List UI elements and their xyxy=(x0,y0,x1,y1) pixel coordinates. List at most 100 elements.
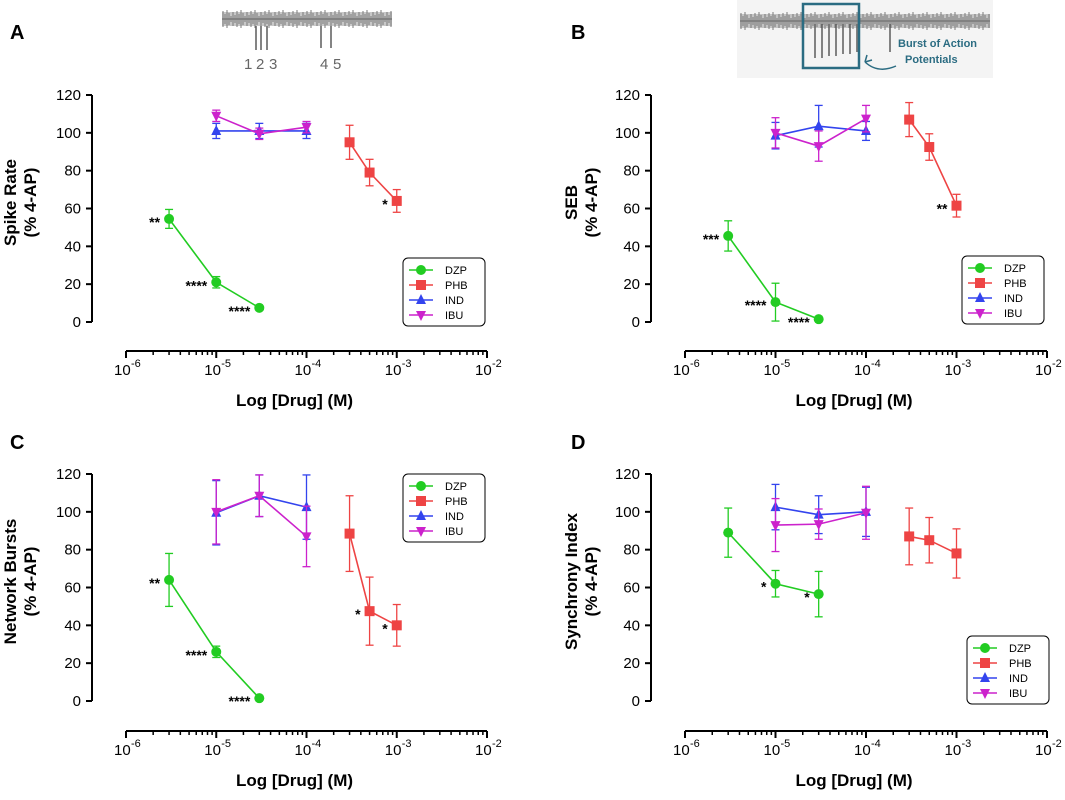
data-point-square xyxy=(364,167,375,178)
data-point-square xyxy=(416,496,426,506)
x-tick-exponent: -4 xyxy=(312,358,322,370)
data-point-square xyxy=(416,280,426,290)
y-tick-label: 40 xyxy=(64,617,81,634)
x-axis-title: Log [Drug] (M) xyxy=(795,771,912,790)
data-point-triangle-down xyxy=(861,114,871,125)
significance-label: *** xyxy=(703,231,720,247)
x-tick-label: 10 xyxy=(1035,362,1052,379)
series-ibu xyxy=(770,485,871,553)
x-tick-label: 10 xyxy=(1035,742,1052,759)
data-point-circle xyxy=(723,230,734,241)
data-point-square xyxy=(344,137,355,148)
data-point-circle xyxy=(416,481,426,491)
y-tick-label: 20 xyxy=(623,276,640,293)
legend-label-ind: IND xyxy=(445,511,464,523)
legend-label-ibu: IBU xyxy=(445,310,463,322)
x-tick-exponent: -5 xyxy=(221,358,231,370)
x-tick-label: 10 xyxy=(945,362,962,379)
data-point-circle xyxy=(211,277,222,288)
data-point-triangle-down xyxy=(211,111,222,122)
legend-box xyxy=(402,473,486,543)
event-label-2: 2 xyxy=(256,56,264,73)
y-tick-label: 40 xyxy=(623,617,640,634)
y-tick-label: 80 xyxy=(64,542,81,559)
data-point-square xyxy=(975,278,985,288)
legend-label-ibu: IBU xyxy=(1004,308,1022,320)
x-tick-label: 10 xyxy=(673,362,690,379)
data-point-square xyxy=(980,658,990,668)
significance-label: **** xyxy=(788,314,810,330)
data-point-square xyxy=(364,606,375,617)
significance-label: **** xyxy=(229,303,251,319)
data-point-circle xyxy=(980,643,990,653)
y-tick-label: 20 xyxy=(623,655,640,672)
legend-label-ibu: IBU xyxy=(445,526,463,538)
data-point-square xyxy=(904,114,915,125)
x-axis-title: Log [Drug] (M) xyxy=(795,391,912,410)
series-phb xyxy=(904,507,962,579)
x-axis-title: Log [Drug] (M) xyxy=(236,391,353,410)
significance-label: ** xyxy=(937,201,948,217)
data-point-square xyxy=(951,548,962,559)
legend-label-dzp: DZP xyxy=(1004,263,1026,275)
series-dzp xyxy=(164,552,265,704)
data-point-triangle-up xyxy=(975,292,985,302)
data-point-triangle-down xyxy=(813,520,824,531)
series-line xyxy=(908,119,958,206)
data-point-triangle-down xyxy=(770,128,781,139)
y-tick-label: 60 xyxy=(623,201,640,218)
trace-noise xyxy=(740,12,990,30)
x-tick-exponent: -3 xyxy=(962,738,972,750)
data-point-square xyxy=(904,531,915,542)
data-point-circle xyxy=(254,693,265,704)
data-point-square xyxy=(924,142,935,153)
data-point-circle xyxy=(164,574,175,585)
y-tick-label: 60 xyxy=(623,580,640,597)
y-tick-label: 0 xyxy=(73,693,81,710)
series-ibu xyxy=(211,474,312,568)
y-tick-label: 100 xyxy=(615,504,640,521)
x-tick-label: 10 xyxy=(764,742,781,759)
legend-label-phb: PHB xyxy=(445,280,468,292)
legend-box xyxy=(966,635,1050,705)
x-tick-exponent: -4 xyxy=(871,358,881,370)
legend-label-phb: PHB xyxy=(1004,278,1027,290)
x-tick-label: 10 xyxy=(295,362,312,379)
significance-label: * xyxy=(355,606,361,622)
x-tick-exponent: -5 xyxy=(781,358,791,370)
y-tick-label: 40 xyxy=(623,238,640,255)
y-tick-label: 120 xyxy=(56,466,81,483)
significance-label: * xyxy=(761,579,767,595)
spike-markers xyxy=(255,26,332,50)
x-tick-exponent: -2 xyxy=(492,358,502,370)
significance-label: **** xyxy=(745,297,767,313)
data-point-triangle-down xyxy=(301,532,312,543)
data-point-circle xyxy=(211,646,222,657)
y-tick-label: 120 xyxy=(56,87,81,104)
data-point-triangle-down xyxy=(301,123,312,134)
y-tick-label: 80 xyxy=(623,163,640,180)
significance-label: * xyxy=(382,196,388,212)
legend-box xyxy=(402,257,486,327)
x-tick-label: 10 xyxy=(385,362,402,379)
panel-letter-c: C xyxy=(10,432,24,454)
data-point-circle xyxy=(813,314,824,325)
x-tick-exponent: -4 xyxy=(312,738,322,750)
y-axis-subtitle: (% 4-AP) xyxy=(21,168,40,238)
trace-noise xyxy=(222,10,392,28)
series-ibu xyxy=(770,104,871,162)
series-dzp xyxy=(164,208,265,313)
data-point-square xyxy=(391,195,402,206)
x-tick-label: 10 xyxy=(764,362,781,379)
data-point-circle xyxy=(770,297,781,308)
data-point-circle xyxy=(254,302,265,313)
y-axis-subtitle: (% 4-AP) xyxy=(582,547,601,617)
legend-label-dzp: DZP xyxy=(445,265,467,277)
data-point-square xyxy=(924,535,935,546)
y-tick-label: 0 xyxy=(632,314,640,331)
legend-label-ind: IND xyxy=(1009,673,1028,685)
y-tick-label: 20 xyxy=(64,655,81,672)
legend: DZP PHB IND IBU xyxy=(966,635,1050,705)
